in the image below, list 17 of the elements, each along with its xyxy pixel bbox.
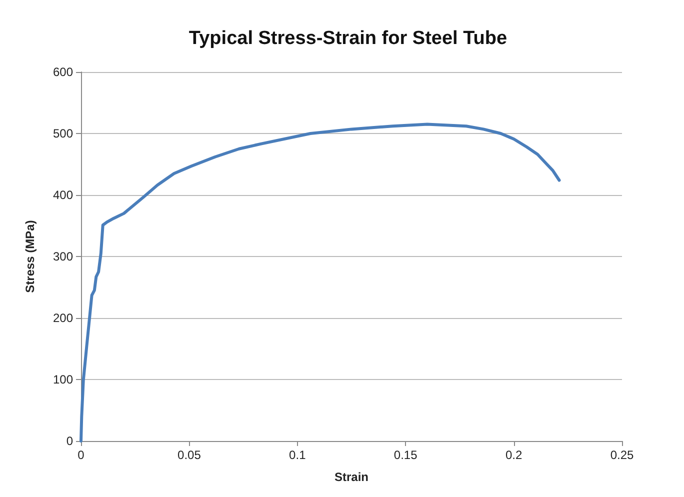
y-tick-label: 500 — [52, 126, 74, 140]
y-tick-label: 0 — [66, 434, 74, 448]
y-tick-label: 600 — [52, 65, 74, 79]
y-tick-label: 100 — [52, 372, 74, 386]
y-axis-title: Stress (MPa) — [23, 220, 37, 293]
x-tick-label: 0.2 — [505, 448, 522, 462]
chart-title: Typical Stress-Strain for Steel Tube — [188, 28, 508, 49]
y-tick-label: 200 — [52, 311, 74, 325]
x-tick-label: 0 — [78, 448, 85, 462]
x-tick-label: 0.05 — [178, 448, 202, 462]
x-tick-label: 0.25 — [610, 448, 634, 462]
x-tick-label: 0.15 — [394, 448, 418, 462]
y-tick-label: 400 — [52, 188, 74, 202]
x-axis-title: Strain — [334, 470, 369, 484]
line-series — [80, 122, 561, 442]
x-tick-label: 0.1 — [289, 448, 306, 462]
y-tick-label: 300 — [52, 250, 74, 264]
